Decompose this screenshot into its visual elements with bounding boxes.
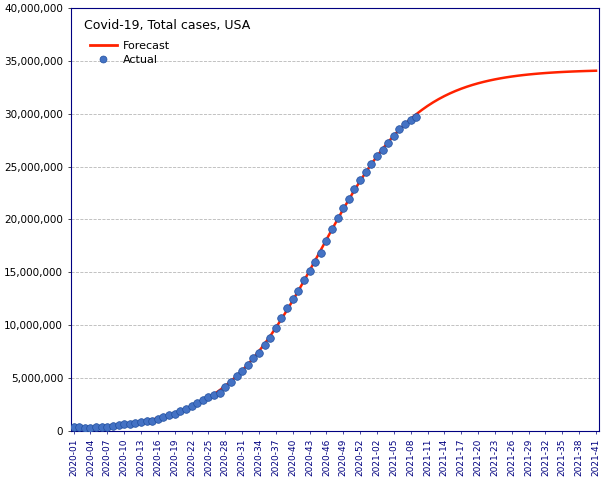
Text: Covid-19, Total cases, USA: Covid-19, Total cases, USA — [84, 19, 250, 32]
Legend: Forecast, Actual: Forecast, Actual — [90, 41, 170, 64]
